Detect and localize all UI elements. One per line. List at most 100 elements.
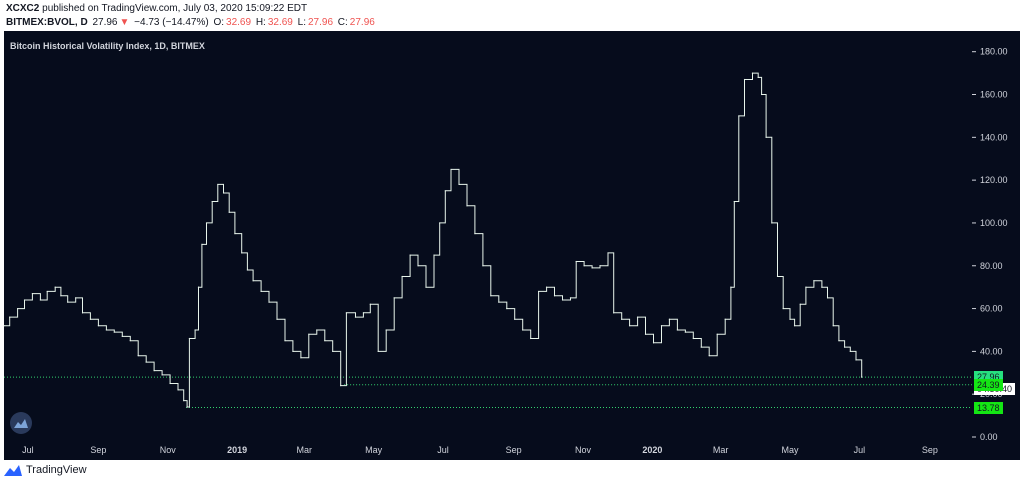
data-point — [684, 331, 686, 333]
author-name[interactable]: XCXC2 — [6, 3, 40, 14]
data-point — [9, 316, 11, 318]
data-point — [776, 275, 779, 278]
data-point — [629, 325, 631, 327]
x-tick-label: Nov — [575, 445, 592, 455]
data-point — [54, 286, 56, 288]
data-point — [260, 290, 262, 293]
data-point — [466, 205, 468, 207]
y-tick-label: 140.00 — [980, 132, 1008, 142]
data-point — [844, 346, 846, 348]
data-point — [644, 333, 647, 335]
data-point — [89, 318, 92, 320]
data-point — [561, 299, 564, 301]
y-tick-label: 40.00 — [980, 346, 1003, 356]
data-point — [345, 312, 347, 314]
data-point — [222, 192, 225, 194]
x-tick-label: Jul — [854, 445, 866, 455]
data-point — [575, 260, 577, 263]
data-point — [354, 316, 357, 318]
data-point — [849, 350, 851, 352]
x-tick-label: Jul — [22, 445, 34, 455]
open-label: O: — [213, 17, 225, 28]
data-point — [692, 337, 694, 340]
data-point — [81, 312, 84, 314]
data-point — [621, 318, 623, 320]
data-point — [743, 78, 746, 81]
data-point — [716, 333, 718, 335]
data-point — [545, 286, 548, 288]
price-chart[interactable] — [4, 31, 972, 460]
data-point — [183, 400, 185, 402]
data-point — [730, 286, 732, 288]
data-point — [393, 297, 395, 299]
footer-brand[interactable]: TradingView — [4, 464, 87, 476]
data-point — [194, 329, 196, 331]
data-point — [636, 316, 639, 318]
data-point — [276, 318, 278, 320]
data-point — [340, 385, 342, 387]
data-point — [474, 233, 476, 235]
data-point — [201, 243, 203, 245]
data-point — [4, 325, 5, 327]
data-point — [241, 252, 243, 254]
time-axis[interactable]: Jul Sep Nov 2019 Mar May Jul Sep Nov 2020 Mar May Ju… — [4, 437, 972, 460]
data-point — [813, 280, 815, 282]
data-point — [793, 325, 796, 327]
data-point — [855, 359, 857, 361]
x-tick-label: Sep — [90, 445, 106, 455]
data-point — [569, 297, 572, 299]
data-point — [377, 350, 379, 352]
data-point — [129, 340, 131, 342]
data-point — [228, 211, 230, 213]
data-point — [145, 361, 147, 363]
data-point — [733, 200, 735, 203]
data-point — [300, 357, 302, 359]
data-point — [433, 254, 435, 256]
open-value: 32.69 — [226, 17, 252, 28]
data-point — [458, 183, 460, 186]
y-tick-label: 160.00 — [980, 90, 1008, 100]
data-point — [137, 355, 139, 357]
x-tick-label: Sep — [922, 445, 938, 455]
data-point — [482, 265, 484, 267]
data-point — [757, 76, 759, 78]
y-tick-label: 120.00 — [980, 175, 1008, 185]
data-point — [75, 297, 77, 299]
data-point — [188, 337, 191, 340]
data-point — [39, 299, 41, 301]
data-point — [113, 331, 115, 333]
data-point — [821, 286, 823, 288]
data-point — [583, 265, 585, 267]
data-point — [838, 340, 840, 342]
close-label: C: — [337, 17, 348, 28]
data-point — [17, 307, 19, 310]
ohlc-legend: BITMEX:BVOL, D 27.96 ▼ −4.73 (−14.47%) O:… — [6, 17, 377, 28]
publication-line: XCXC2 published on TradingView.com, July… — [6, 3, 307, 14]
data-point — [97, 325, 100, 327]
data-point — [121, 335, 123, 337]
data-point — [613, 312, 615, 314]
data-point — [607, 252, 609, 254]
data-point — [169, 382, 171, 385]
y-tick-label: 0.00 — [980, 432, 998, 442]
data-point — [268, 301, 270, 303]
data-point — [284, 340, 286, 342]
data-point — [553, 295, 556, 297]
tradingview-logo-icon — [4, 465, 22, 476]
data-point — [161, 374, 163, 376]
data-point — [105, 329, 107, 331]
y-tick-label: 60.00 — [980, 304, 1003, 314]
data-point — [369, 303, 371, 305]
data-point — [67, 301, 69, 303]
x-tick-label: 2019 — [227, 445, 247, 455]
data-point — [805, 286, 807, 288]
chart-pane[interactable] — [4, 31, 972, 460]
x-tick-label: Nov — [160, 445, 177, 455]
series-line-0 — [4, 72, 863, 408]
data-point — [211, 200, 213, 203]
tradingview-badge-icon[interactable] — [10, 412, 32, 434]
price-axis[interactable]: 0.0020.0040.0060.0080.00100.00120.00140.… — [972, 31, 1020, 460]
data-point — [799, 303, 801, 305]
x-tick-label: Sep — [506, 445, 522, 455]
data-point — [760, 93, 763, 96]
